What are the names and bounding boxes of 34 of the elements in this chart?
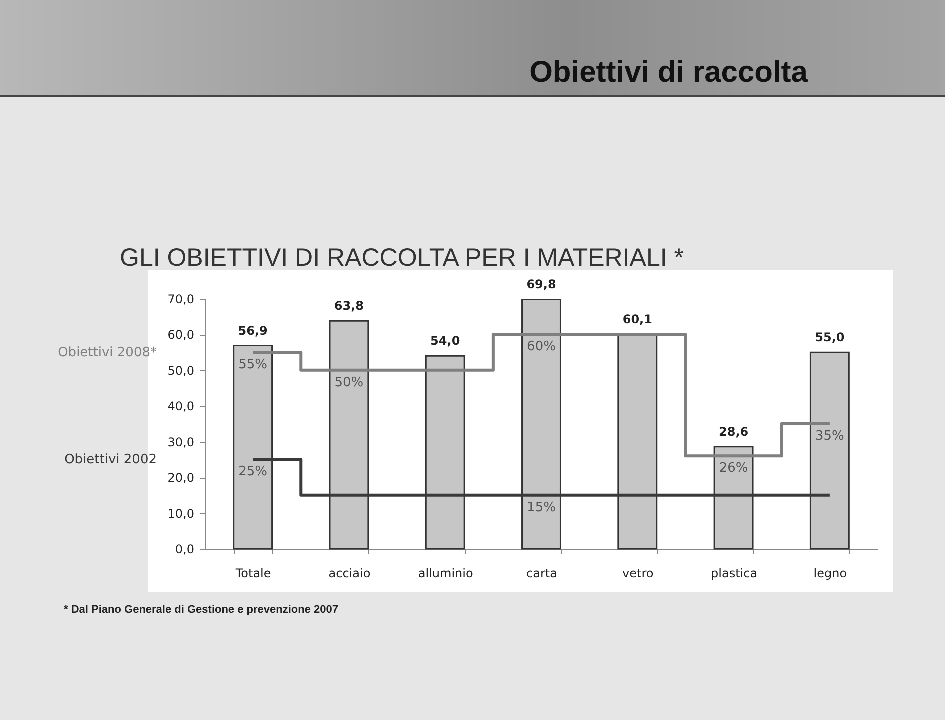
- data-label: 55%: [238, 358, 268, 373]
- data-label: 25%: [238, 464, 268, 480]
- x-tick-label: legno: [814, 566, 848, 580]
- data-label: 28,6: [718, 424, 749, 439]
- data-label: 54,0: [430, 334, 460, 348]
- y-tick-label: 30,0: [168, 435, 194, 450]
- text: Obiettivi 2002: [64, 452, 157, 468]
- x-tick-label: vetro: [622, 566, 654, 580]
- text: * Dal Piano Generale di Gestione e prevenzione 2007: [64, 604, 338, 616]
- data-label: 50%: [334, 375, 364, 390]
- chart-subtitle: GLI OBIETTIVI DI RACCOLTA PER I MATERIALI *: [120, 244, 684, 273]
- data-label: 35%: [815, 429, 844, 444]
- x-tick-label: plastica: [711, 566, 758, 580]
- text: Obiettivi 2008*: [58, 346, 158, 361]
- y-tick-label: 60,0: [168, 328, 194, 342]
- chart-title: Obiettivi di raccolta: [530, 56, 808, 90]
- x-tick-label: carta: [526, 566, 558, 580]
- data-label: 56,9: [238, 324, 268, 338]
- data-label: 60,1: [622, 312, 652, 326]
- data-label: 55,0: [815, 330, 845, 345]
- y-tick-label: 10,0: [168, 506, 194, 521]
- data-label: 15%: [527, 500, 556, 516]
- data-label: 69,8: [526, 278, 556, 292]
- y-tick-label: 20,0: [168, 471, 194, 486]
- x-tick-label: acciaio: [328, 566, 371, 580]
- data-label: 60%: [527, 340, 556, 355]
- x-tick-label: alluminio: [418, 566, 474, 580]
- y-tick-label: 70,0: [168, 292, 194, 306]
- y-tick-label: 0,0: [175, 542, 194, 556]
- y-tick-label: 50,0: [168, 364, 194, 378]
- x-tick-label: Totale: [234, 566, 272, 580]
- data-label: 63,8: [334, 299, 364, 314]
- y-tick-label: 40,0: [168, 400, 194, 414]
- data-label: 26%: [719, 461, 748, 476]
